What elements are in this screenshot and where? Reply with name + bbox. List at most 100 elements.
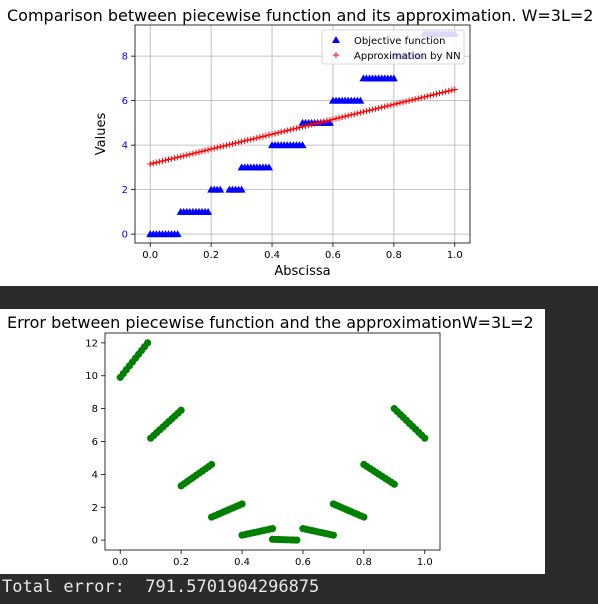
approximation-point [214, 144, 221, 151]
approximation-point [403, 98, 410, 105]
approximation-point [354, 110, 361, 117]
approximation-point [238, 138, 245, 145]
approximation-point [396, 99, 403, 106]
y-tick-label: 12 [85, 338, 98, 349]
approximation-point [290, 126, 297, 133]
error-point [293, 536, 301, 544]
objective-point [332, 36, 340, 43]
approximation-point [412, 96, 419, 103]
approximation-point [345, 112, 352, 119]
approximation-point [348, 111, 355, 118]
objective-point [356, 96, 365, 104]
approximation-point [436, 90, 443, 97]
approximation-point [357, 109, 364, 116]
approximation-point [195, 149, 202, 156]
x-tick-label: 0.0 [142, 250, 158, 261]
approximation-point [302, 123, 309, 130]
error-point [238, 500, 246, 508]
approximation-point [153, 159, 160, 166]
total-error-text: Total error: 791.5701904296875 [2, 577, 320, 597]
error-point [329, 531, 338, 539]
approximation-point [202, 147, 209, 154]
approximation-point [314, 120, 321, 127]
approximation-point [223, 142, 230, 149]
objective-point [265, 163, 273, 171]
error-point [421, 434, 429, 442]
approximation-point [445, 88, 452, 95]
x-tick-label: 0.6 [325, 250, 341, 261]
approximation-point [433, 90, 440, 97]
plot-frame [134, 24, 471, 244]
approximation-point [217, 143, 224, 150]
chart-title: Error between piecewise function and the… [7, 313, 534, 332]
approximation-point [333, 52, 339, 58]
approximation-point [226, 141, 233, 148]
approximation-point [165, 156, 172, 163]
approximation-point [424, 93, 431, 100]
error-chart: Error between piecewise function and the… [7, 313, 534, 568]
approximation-point [208, 146, 215, 153]
approximation-point [272, 130, 279, 137]
approximation-point [333, 115, 339, 122]
error-point [390, 480, 398, 488]
legend: Objective function Approximation by NN [321, 29, 465, 65]
approximation-point [427, 92, 434, 99]
error-chart-panel: Error between piecewise function and the… [0, 309, 545, 574]
approximation-point [211, 145, 218, 152]
approximation-point [235, 139, 242, 146]
approximation-point [150, 160, 157, 167]
approximation-point [192, 149, 199, 156]
error-point [207, 460, 216, 469]
approximation-point [363, 108, 370, 115]
x-tick-label: 0.0 [112, 557, 128, 568]
x-tick-label: 0.6 [295, 557, 311, 568]
approximation-point [415, 95, 422, 102]
approximation-point [159, 158, 166, 165]
approximation-point [259, 133, 266, 140]
approximation-point [366, 107, 373, 114]
approximation-point [387, 102, 394, 109]
approximation-point [308, 121, 315, 128]
x-tick-label: 1.0 [447, 250, 463, 261]
approximation-point [174, 154, 181, 161]
console-output: Total error: 791.5701904296875 [0, 574, 598, 604]
approximation-point [326, 117, 333, 124]
approximation-point [336, 114, 343, 121]
approximation-point [156, 158, 163, 165]
approximation-point [293, 125, 300, 132]
plot-frame [104, 332, 441, 551]
approximation-point [162, 157, 169, 164]
approximation-point [180, 152, 187, 159]
approximation-point [199, 148, 205, 155]
y-axis-label: Values [94, 113, 109, 156]
approximation-point [418, 94, 425, 101]
approximation-point [375, 105, 382, 112]
error-point [144, 339, 152, 347]
approximation-point [390, 101, 397, 108]
approximation-point [369, 106, 376, 113]
comparison-chart-panel: Comparison between piecewise function an… [0, 0, 598, 286]
approximation-point [351, 111, 358, 118]
approximation-point [296, 124, 303, 131]
error-point [268, 525, 277, 533]
approximation-point [232, 140, 239, 147]
approximation-point [342, 113, 349, 120]
approximation-point [269, 131, 276, 138]
legend-box [321, 29, 465, 65]
y-tick-label: 2 [122, 185, 128, 196]
approximation-point [439, 89, 446, 96]
approximation-point [372, 105, 379, 112]
approximation-point [378, 104, 385, 111]
approximation-point [266, 131, 272, 138]
approximation-point [147, 161, 154, 168]
approximation-point [451, 86, 458, 93]
approximation-point [256, 134, 263, 141]
approximation-point [186, 151, 193, 158]
legend-label: Approximation by NN [354, 51, 461, 62]
approximation-point [381, 103, 388, 110]
approximation-point [448, 87, 455, 94]
approximation-point [409, 96, 416, 103]
approximation-point [253, 134, 260, 141]
objective-point [389, 74, 398, 82]
comparison-chart: Comparison between piecewise function an… [7, 6, 593, 279]
